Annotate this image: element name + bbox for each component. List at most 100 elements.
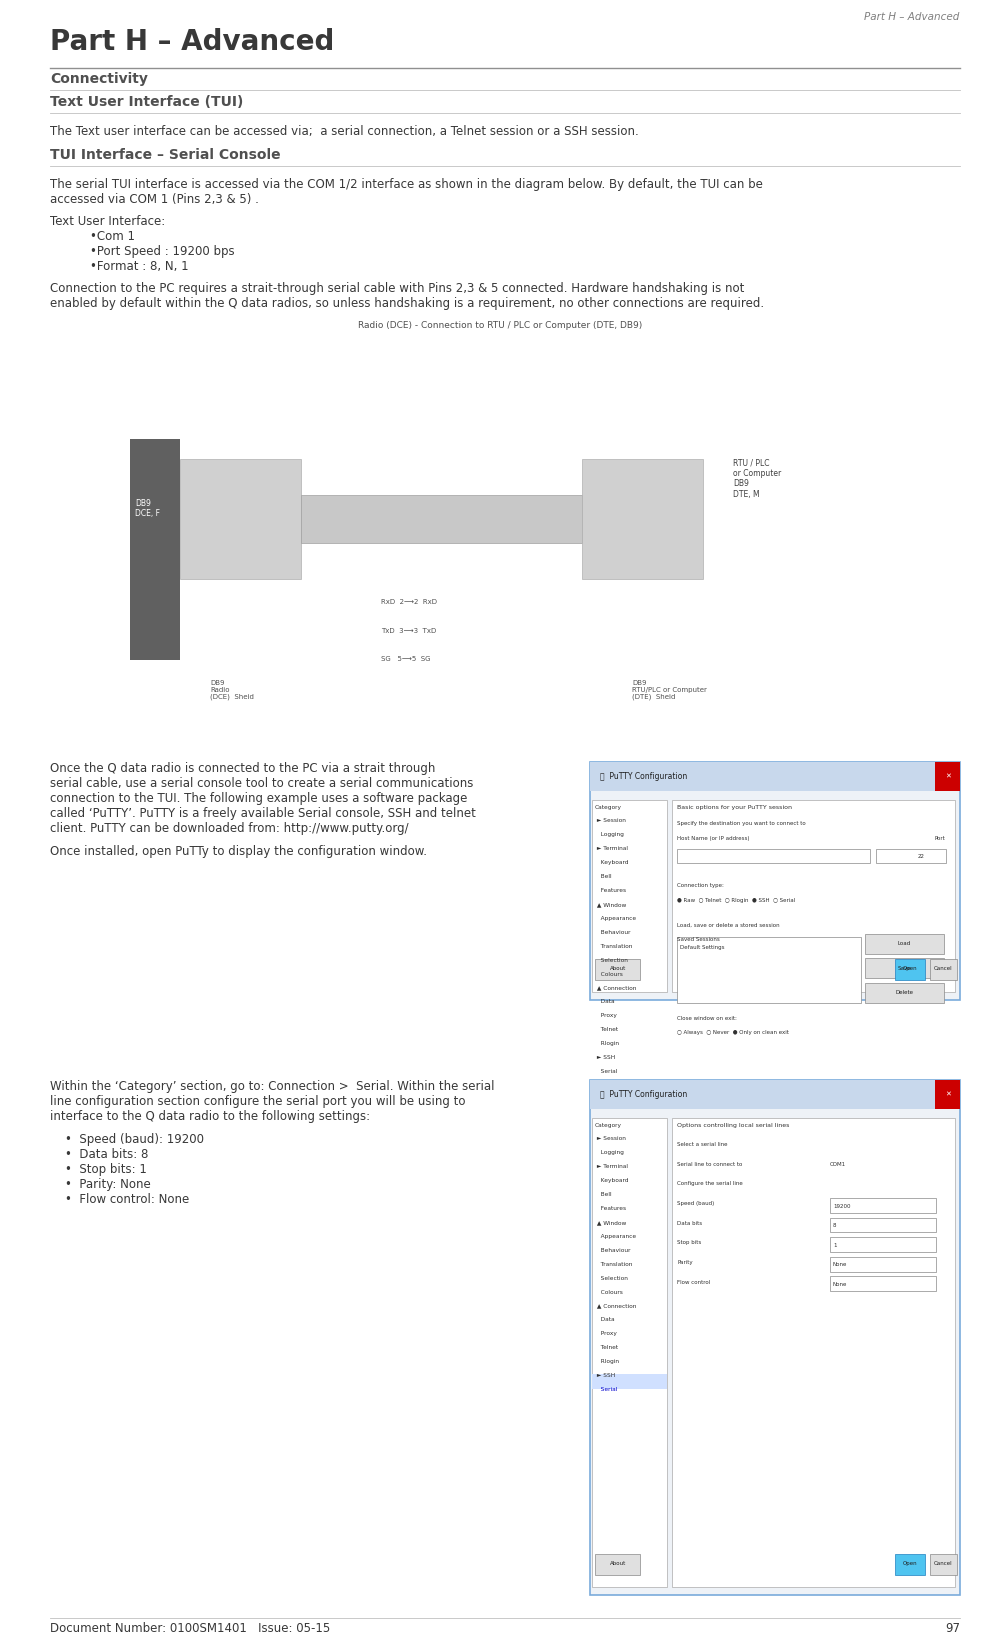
Text: Behaviour: Behaviour	[595, 1247, 630, 1252]
Text: Text User Interface (TUI): Text User Interface (TUI)	[50, 95, 243, 110]
Text: Data: Data	[595, 1318, 615, 1323]
Text: ► Terminal: ► Terminal	[595, 1164, 628, 1169]
Text: Port: Port	[935, 835, 945, 841]
Text: Document Number: 0100SM1401   Issue: 05-15: Document Number: 0100SM1401 Issue: 05-15	[50, 1622, 331, 1635]
Text: TxD  3⟶3  TxD: TxD 3⟶3 TxD	[381, 627, 436, 634]
Bar	[672, 799, 955, 992]
Text: Category: Category	[595, 804, 622, 810]
Text: ▲ Window: ▲ Window	[595, 902, 626, 907]
Bar	[875, 848, 947, 863]
Text: ✕: ✕	[945, 774, 951, 779]
Bar	[830, 1218, 936, 1233]
Text: Colours: Colours	[595, 971, 623, 977]
Text: Data bits: Data bits	[677, 1221, 702, 1226]
Text: 8: 8	[833, 1223, 836, 1228]
Bar	[864, 982, 944, 1002]
Text: The Text user interface can be accessed via;  a serial connection, a Telnet sess: The Text user interface can be accessed …	[50, 124, 639, 138]
Bar	[590, 761, 960, 1000]
Text: interface to the Q data radio to the following settings:: interface to the Q data radio to the fol…	[50, 1110, 371, 1123]
Text: Once the Q data radio is connected to the PC via a strait through: Once the Q data radio is connected to th…	[50, 761, 435, 774]
Text: serial cable, use a serial console tool to create a serial communications: serial cable, use a serial console tool …	[50, 778, 473, 791]
Text: Open: Open	[902, 966, 917, 971]
Text: Options controlling local serial lines: Options controlling local serial lines	[677, 1123, 790, 1128]
Text: The serial TUI interface is accessed via the COM 1/2 interface as shown in the d: The serial TUI interface is accessed via…	[50, 178, 763, 192]
Bar	[677, 848, 869, 863]
Text: Selection: Selection	[595, 1275, 628, 1280]
Text: ▲ Window: ▲ Window	[595, 1220, 626, 1224]
Bar	[672, 1118, 955, 1586]
Text: Features: Features	[595, 887, 626, 894]
Text: connection to the TUI. The following example uses a software package: connection to the TUI. The following exa…	[50, 792, 467, 805]
Bar	[864, 958, 944, 977]
Text: ► Session: ► Session	[595, 818, 626, 823]
Text: Part H – Advanced: Part H – Advanced	[50, 28, 335, 56]
Text: Save: Save	[897, 966, 911, 971]
Text: Telnet: Telnet	[595, 1026, 618, 1033]
Text: Features: Features	[595, 1206, 626, 1211]
Text: Serial line to connect to: Serial line to connect to	[677, 1162, 743, 1167]
Bar	[935, 761, 960, 791]
Text: 22: 22	[918, 855, 925, 859]
Text: Delete: Delete	[895, 990, 914, 995]
Text: Serial: Serial	[595, 1387, 617, 1391]
Text: Part H – Advanced: Part H – Advanced	[864, 11, 960, 21]
Text: enabled by default within the Q data radios, so unless handshaking is a requirem: enabled by default within the Q data rad…	[50, 296, 765, 309]
Text: Default Settings: Default Settings	[680, 945, 725, 951]
Text: ▲ Connection: ▲ Connection	[595, 1303, 636, 1308]
Text: Behaviour: Behaviour	[595, 930, 630, 935]
Bar	[830, 1238, 936, 1252]
Text: Parity: Parity	[677, 1260, 693, 1265]
Text: called ‘PuTTY’. PuTTY is a freely available Serial console, SSH and telnet: called ‘PuTTY’. PuTTY is a freely availa…	[50, 807, 476, 820]
Bar	[590, 1080, 960, 1594]
Bar	[130, 439, 180, 660]
Text: Connectivity: Connectivity	[50, 72, 148, 87]
Text: RTU / PLC
or Computer
DB9
DTE, M: RTU / PLC or Computer DB9 DTE, M	[733, 458, 781, 499]
Bar	[590, 761, 960, 791]
Text: •  Speed (baud): 19200: • Speed (baud): 19200	[65, 1133, 204, 1146]
Text: DB9
RTU/PLC or Computer
(DTE)  Sheid: DB9 RTU/PLC or Computer (DTE) Sheid	[632, 679, 708, 701]
Text: About: About	[609, 1562, 626, 1567]
Bar	[935, 1080, 960, 1110]
Text: Keyboard: Keyboard	[595, 1179, 628, 1184]
Bar	[592, 799, 667, 992]
Text: Configure the serial line: Configure the serial line	[677, 1182, 743, 1187]
Bar	[894, 959, 925, 981]
Text: Bell: Bell	[595, 1192, 612, 1197]
Bar	[830, 1198, 936, 1213]
Text: •  Parity: None: • Parity: None	[65, 1179, 151, 1192]
Text: •Port Speed : 19200 bps: •Port Speed : 19200 bps	[90, 246, 235, 259]
Text: Once installed, open PuTTy to display the configuration window.: Once installed, open PuTTy to display th…	[50, 845, 427, 858]
Text: Radio (DCE) - Connection to RTU / PLC or Computer (DTE, DB9): Radio (DCE) - Connection to RTU / PLC or…	[358, 321, 642, 331]
Text: Load: Load	[897, 941, 911, 946]
Text: Connection type:: Connection type:	[677, 882, 725, 889]
Text: Load, save or delete a stored session: Load, save or delete a stored session	[677, 922, 780, 928]
Bar	[130, 318, 870, 720]
Text: Translation: Translation	[595, 1262, 632, 1267]
Text: Data: Data	[595, 999, 615, 1005]
Text: Connection to the PC requires a strait-through serial cable with Pins 2,3 & 5 co: Connection to the PC requires a strait-t…	[50, 282, 745, 295]
Text: ► SSH: ► SSH	[595, 1054, 615, 1061]
Bar	[864, 933, 944, 953]
Text: Rlogin: Rlogin	[595, 1041, 619, 1046]
Text: 1: 1	[833, 1242, 836, 1247]
Text: Keyboard: Keyboard	[595, 859, 628, 866]
Text: Logging: Logging	[595, 1151, 624, 1156]
Text: •  Flow control: None: • Flow control: None	[65, 1193, 190, 1206]
Bar	[677, 936, 861, 1002]
Text: Proxy: Proxy	[595, 1013, 617, 1018]
Text: ► Session: ► Session	[595, 1136, 626, 1141]
Text: Proxy: Proxy	[595, 1331, 617, 1336]
Text: Appearance: Appearance	[595, 1234, 636, 1239]
Bar	[590, 1080, 960, 1110]
Text: Stop bits: Stop bits	[677, 1241, 701, 1246]
Text: ► Terminal: ► Terminal	[595, 846, 628, 851]
Bar	[894, 1554, 925, 1575]
Bar	[595, 1554, 640, 1575]
Text: 19200: 19200	[833, 1203, 850, 1208]
Text: line configuration section configure the serial port you will be using to: line configuration section configure the…	[50, 1095, 465, 1108]
Text: Translation: Translation	[595, 943, 632, 949]
Text: TUI Interface – Serial Console: TUI Interface – Serial Console	[50, 147, 280, 162]
Text: ✕: ✕	[945, 1092, 951, 1098]
Bar	[582, 458, 702, 579]
Text: 🖥  PuTTY Configuration: 🖥 PuTTY Configuration	[600, 1090, 687, 1098]
